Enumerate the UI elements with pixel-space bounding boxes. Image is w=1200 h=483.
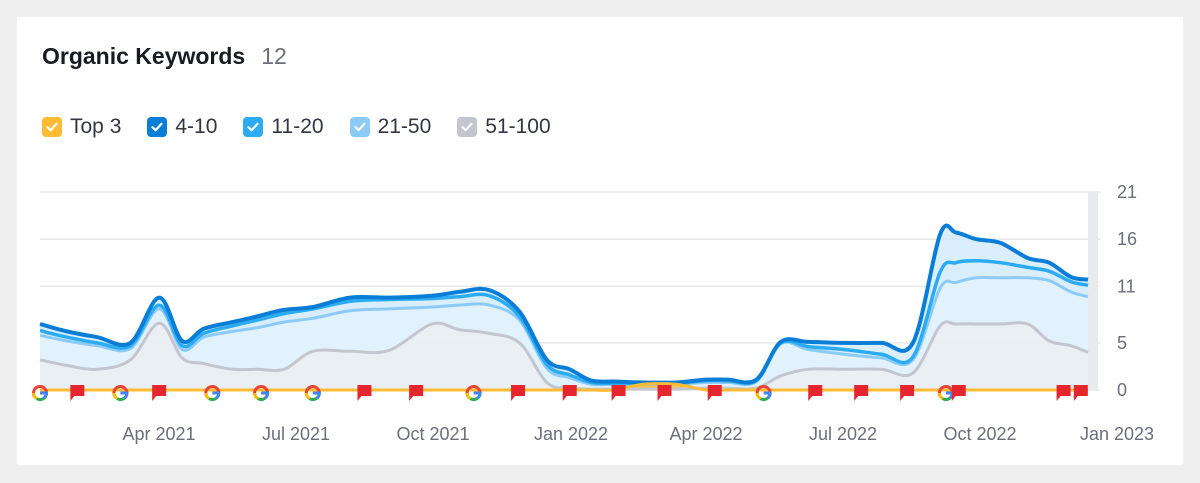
y-tick-label: 21 (1117, 182, 1137, 202)
x-tick-label: Apr 2022 (669, 424, 742, 444)
x-tick-label: Jul 2021 (262, 424, 330, 444)
legend-item-top-3[interactable]: Top 3 (42, 115, 121, 139)
google-update-icon[interactable] (755, 385, 772, 401)
legend-label-51-100: 51-100 (485, 115, 551, 138)
check-icon (151, 122, 163, 132)
google-update-icon[interactable] (112, 385, 129, 401)
flag-icon[interactable] (409, 385, 424, 401)
keyword-count: 12 (261, 43, 287, 69)
series-line-21-50 (39, 275, 1089, 387)
legend-label-top-3: Top 3 (70, 115, 122, 138)
flag-icon[interactable] (1073, 385, 1088, 401)
check-icon (247, 122, 260, 132)
flag-icon[interactable] (357, 385, 372, 401)
flag-icon[interactable] (900, 385, 915, 401)
legend-label-4-10: 4-10 (175, 115, 218, 138)
y-tick-label: 5 (1117, 333, 1127, 353)
legend-item-51-100[interactable]: 51-100 (457, 115, 551, 139)
flag-icon[interactable] (562, 385, 577, 401)
x-tick-label: Oct 2022 (943, 424, 1016, 444)
flag-icon[interactable] (152, 385, 167, 401)
legend-item-4-10[interactable]: 4-10 (147, 115, 217, 139)
legend-label-11-20: 11-20 (271, 115, 324, 138)
legend-checkbox-51-100[interactable] (457, 117, 478, 137)
google-update-icon[interactable] (253, 385, 270, 401)
x-tick-label: Oct 2021 (396, 424, 469, 444)
flag-icon[interactable] (854, 385, 869, 401)
flag-icon[interactable] (707, 385, 722, 401)
flag-icon[interactable] (611, 385, 626, 401)
flag-icon[interactable] (511, 385, 526, 401)
google-update-icon[interactable] (32, 385, 48, 401)
legend-checkbox-11-20[interactable] (243, 117, 264, 137)
legend-checkbox-21-50[interactable] (349, 117, 370, 137)
flag-icon[interactable] (951, 385, 966, 401)
google-update-icon[interactable] (465, 385, 482, 401)
flag-icon[interactable] (657, 385, 672, 401)
area-51-100 (40, 321, 1088, 390)
y-tick-label: 0 (1117, 380, 1127, 400)
x-tick-label: Jul 2022 (809, 424, 877, 444)
widget-title: Organic Keywords (42, 43, 246, 69)
y-tick-label: 16 (1117, 229, 1137, 249)
series-line-4-10 (39, 223, 1089, 385)
legend-item-21-50[interactable]: 21-50 (349, 115, 432, 139)
legend-label-21-50: 21-50 (377, 115, 432, 138)
check-icon (46, 122, 58, 132)
legend-checkbox-4-10[interactable] (147, 117, 168, 137)
check-icon (461, 122, 473, 132)
flag-icon[interactable] (808, 385, 823, 401)
hover-band (1088, 192, 1098, 390)
flag-icon[interactable] (70, 385, 85, 401)
legend-checkbox-top-3[interactable] (42, 117, 62, 137)
check-icon (353, 122, 366, 132)
x-tick-label: Jan 2023 (1080, 424, 1154, 444)
chart-legend: Top 3 4-10 11-20 21-50 51-100 (42, 115, 577, 139)
widget-header: Organic Keywords 12 (42, 43, 287, 70)
legend-item-11-20[interactable]: 11-20 (243, 115, 324, 139)
google-update-icon[interactable] (304, 385, 321, 401)
flag-icon[interactable] (1056, 385, 1071, 401)
x-tick-label: Apr 2021 (122, 424, 195, 444)
google-update-icon[interactable] (204, 385, 221, 401)
x-tick-label: Jan 2022 (534, 424, 608, 444)
y-tick-label: 11 (1117, 276, 1136, 296)
